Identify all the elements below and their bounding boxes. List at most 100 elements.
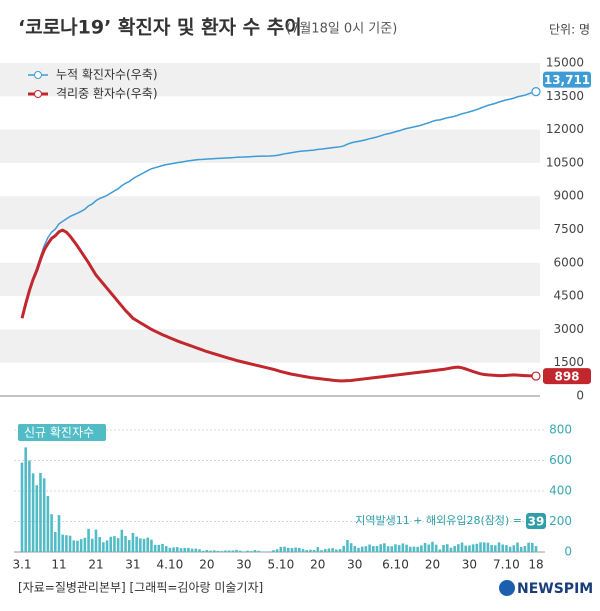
x-tick-label: 31 xyxy=(125,558,140,572)
bar xyxy=(479,542,482,552)
bar xyxy=(257,550,260,552)
y2-tick-label: 800 xyxy=(549,423,572,437)
bar xyxy=(57,515,61,552)
bar xyxy=(135,536,138,552)
bar xyxy=(449,547,453,552)
bar xyxy=(61,534,64,552)
bar xyxy=(453,546,456,552)
bar xyxy=(323,548,327,552)
bar xyxy=(42,478,46,552)
bar xyxy=(150,539,153,552)
bar xyxy=(394,544,397,552)
bar xyxy=(294,547,297,552)
x-tick-label: 4.10 xyxy=(157,558,184,572)
bar xyxy=(431,541,434,552)
bar xyxy=(127,540,131,552)
line xyxy=(21,90,537,318)
bar xyxy=(83,537,87,552)
bar xyxy=(272,550,275,552)
value-label: 13,711 xyxy=(544,73,590,87)
band xyxy=(0,63,540,97)
bar xyxy=(205,550,209,552)
logo: NEWSPIM xyxy=(517,581,593,597)
bar xyxy=(98,537,101,552)
x-tick-label: 30 xyxy=(236,558,251,572)
bar xyxy=(31,473,35,552)
bar xyxy=(120,529,124,552)
panel-label-box xyxy=(18,424,106,441)
bar xyxy=(227,550,231,552)
bar xyxy=(482,542,486,552)
bar xyxy=(445,544,449,552)
bar xyxy=(24,447,27,552)
bar xyxy=(427,544,431,552)
bar xyxy=(305,550,309,552)
y2-tick-label: 200 xyxy=(549,514,572,528)
unit-label: 단위: 명 xyxy=(549,23,590,37)
y-tick-label: 3000 xyxy=(553,322,584,336)
bar xyxy=(39,473,42,552)
bar xyxy=(290,548,294,552)
bar xyxy=(153,544,157,552)
bar xyxy=(238,550,242,552)
bar xyxy=(79,539,83,552)
bar xyxy=(105,540,109,552)
bar xyxy=(28,460,31,552)
band xyxy=(0,262,540,297)
bar xyxy=(460,542,464,552)
bar xyxy=(109,536,113,552)
bar xyxy=(20,462,24,552)
bar xyxy=(471,544,475,552)
plot-background xyxy=(0,63,540,363)
bar xyxy=(416,546,419,552)
bar xyxy=(157,544,161,552)
bar xyxy=(275,549,279,552)
x-tick-label: 20 xyxy=(310,558,325,572)
y2-tick-label: 400 xyxy=(549,484,572,498)
annotation: 지역발생11 + 해외유입28(잠정) = xyxy=(355,513,522,527)
bar xyxy=(397,545,401,552)
bar xyxy=(139,538,142,552)
bar xyxy=(216,550,220,552)
bar xyxy=(68,535,72,552)
bar xyxy=(87,528,90,552)
value-label-box xyxy=(543,368,591,385)
x-tick-label: 7.10 xyxy=(493,558,520,572)
bar xyxy=(209,550,212,552)
y-tick-label: 15000 xyxy=(546,56,584,70)
bar xyxy=(246,550,249,552)
value-label: 39 xyxy=(528,515,545,529)
bar xyxy=(353,546,357,552)
bar xyxy=(279,546,283,552)
bar xyxy=(508,546,512,552)
y2-tick-label: 0 xyxy=(564,545,572,559)
bar xyxy=(383,543,386,552)
legend-marker xyxy=(34,90,42,98)
legend-label: 누적 확진자수(우축) xyxy=(56,68,158,82)
bar xyxy=(505,545,508,552)
bar xyxy=(35,485,39,552)
bar xyxy=(176,547,179,552)
bar xyxy=(516,542,519,552)
bar xyxy=(298,547,301,552)
bar xyxy=(172,547,175,552)
value-label-box xyxy=(543,71,591,88)
logo-mark xyxy=(499,580,515,596)
x-tick-label: 5.10 xyxy=(267,558,294,572)
bar xyxy=(242,551,246,552)
bar xyxy=(283,546,286,552)
bar xyxy=(53,532,57,552)
bar xyxy=(475,543,479,552)
bar xyxy=(224,550,227,552)
y-tick-label: 4500 xyxy=(553,289,584,303)
bar xyxy=(327,548,331,552)
bar xyxy=(198,549,201,552)
legend-marker xyxy=(34,71,42,79)
bar xyxy=(142,538,146,552)
bar xyxy=(309,549,312,552)
source: [자료=질병관리본부] [그래픽=김아랑 미술기자] xyxy=(18,581,263,595)
y2-tick-label: 600 xyxy=(549,453,572,467)
panel-label: 신규 확진자수 xyxy=(24,426,94,440)
bar xyxy=(423,543,427,552)
bar xyxy=(146,537,150,552)
